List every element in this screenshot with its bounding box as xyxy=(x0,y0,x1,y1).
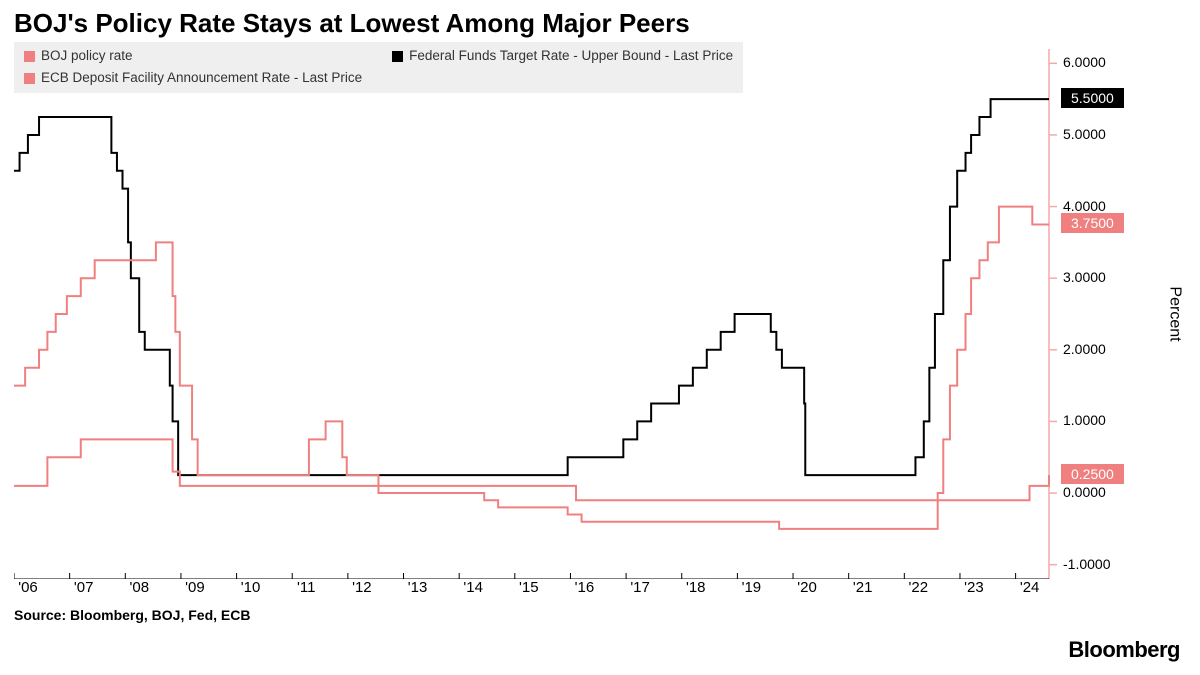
x-tick-label: '13 xyxy=(408,579,428,596)
y-tick-label: 5.0000 xyxy=(1063,126,1106,142)
legend-label-ecb: ECB Deposit Facility Announcement Rate -… xyxy=(41,68,362,88)
x-tick-label: '24 xyxy=(1020,579,1040,596)
last-value-badge-fed: 5.5000 xyxy=(1061,88,1124,108)
x-tick-label: '15 xyxy=(519,579,539,596)
x-tick-label: '09 xyxy=(185,579,205,596)
chart-svg xyxy=(14,49,1189,579)
chart-title: BOJ's Policy Rate Stays at Lowest Among … xyxy=(0,0,1200,43)
y-tick-label: 0.0000 xyxy=(1063,484,1106,500)
y-tick-label: 1.0000 xyxy=(1063,412,1106,428)
legend-swatch-ecb xyxy=(24,73,35,84)
x-tick-label: '06 xyxy=(18,579,38,596)
y-tick-label: -1.0000 xyxy=(1063,556,1110,572)
x-tick-label: '18 xyxy=(686,579,706,596)
bloomberg-logo: Bloomberg xyxy=(1068,637,1180,663)
x-tick-label: '19 xyxy=(742,579,762,596)
x-tick-label: '11 xyxy=(297,579,315,596)
x-tick-label: '22 xyxy=(909,579,929,596)
x-tick-label: '23 xyxy=(964,579,984,596)
x-tick-label: '14 xyxy=(463,579,483,596)
x-tick-label: '12 xyxy=(352,579,372,596)
legend-swatch-fed xyxy=(392,51,403,62)
source-text: Source: Bloomberg, BOJ, Fed, ECB xyxy=(0,601,1200,623)
legend-swatch-boj xyxy=(24,51,35,62)
x-tick-label: '07 xyxy=(74,579,94,596)
chart-area: -1.0000 0.0000 1.0000 2.0000 3.0000 4.0000 5.0… xyxy=(14,49,1186,579)
x-tick-label: '17 xyxy=(630,579,650,596)
x-tick-label: '21 xyxy=(853,579,873,596)
legend-label-boj: BOJ policy rate xyxy=(41,46,133,66)
last-value-badge-boj: 0.2500 xyxy=(1061,464,1124,484)
x-tick-label: '10 xyxy=(241,579,261,596)
last-value-badge-ecb: 3.7500 xyxy=(1061,213,1124,233)
y-tick-label: 4.0000 xyxy=(1063,198,1106,214)
y-tick-label: 3.0000 xyxy=(1063,269,1106,285)
y-axis-label: Percent xyxy=(1165,286,1183,341)
y-tick-label: 6.0000 xyxy=(1063,54,1106,70)
x-tick-label: '08 xyxy=(130,579,150,596)
legend: BOJ policy rate ECB Deposit Facility Ann… xyxy=(14,42,743,93)
x-tick-label: '20 xyxy=(797,579,817,596)
legend-label-fed: Federal Funds Target Rate - Upper Bound … xyxy=(409,46,733,66)
x-tick-label: '16 xyxy=(575,579,595,596)
y-tick-label: 2.0000 xyxy=(1063,341,1106,357)
x-tick-labels: '06'07'08'09'10'11'12'13'14'15'16'17'18'… xyxy=(28,579,1063,601)
